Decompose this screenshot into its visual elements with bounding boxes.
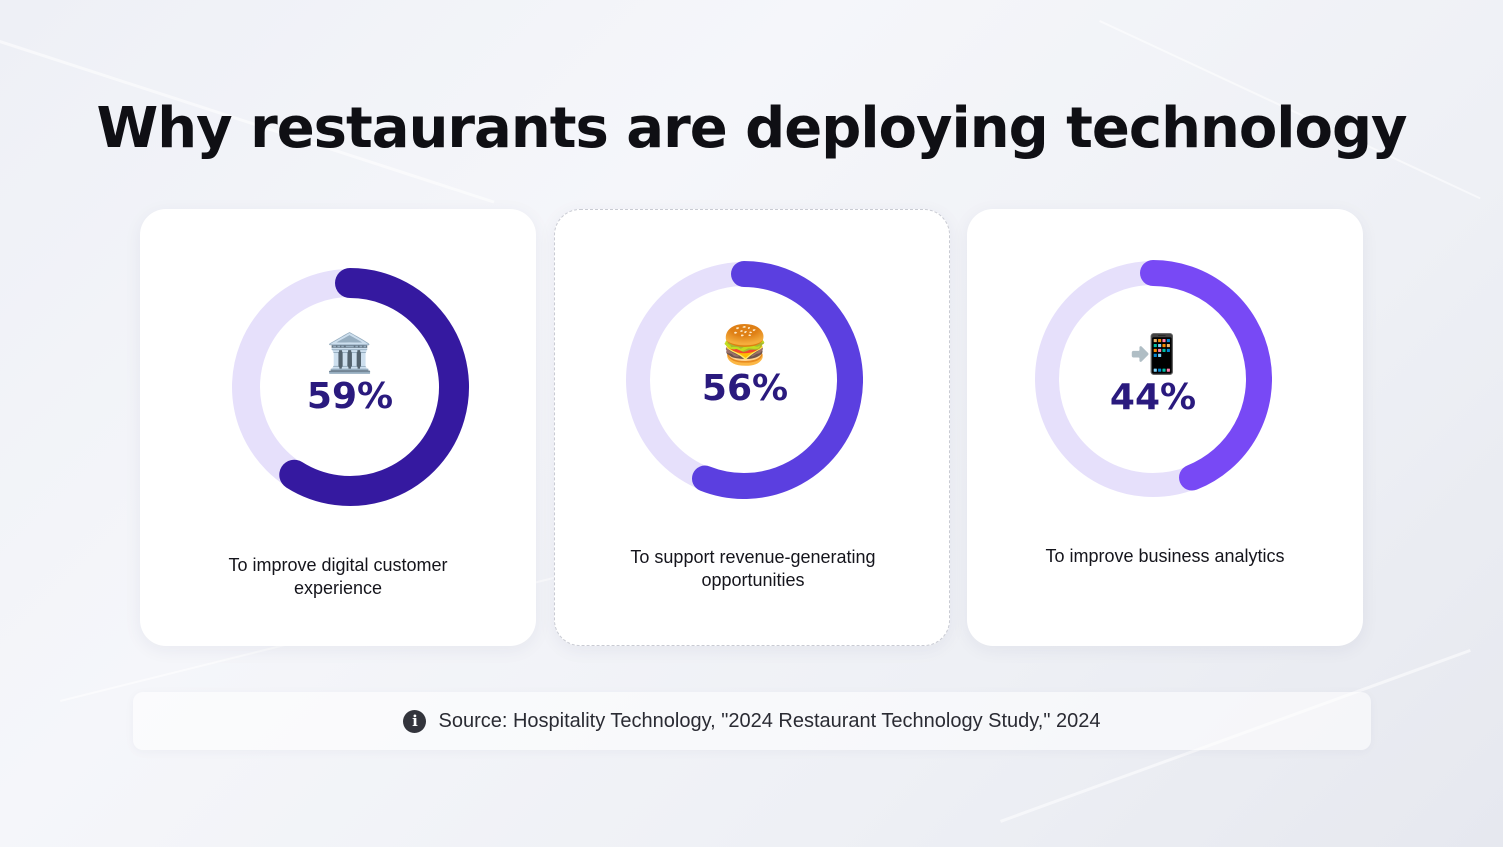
- percent-value: 59%: [306, 376, 394, 417]
- donut-center: 🍔 56%: [665, 324, 825, 410]
- bank-icon: 🏛️: [326, 333, 374, 375]
- info-icon: i: [403, 709, 427, 733]
- percent-value: 56%: [701, 368, 789, 409]
- page-title: Why restaurants are deploying technology: [96, 96, 1407, 161]
- card-label-line: To improve digital customer: [228, 555, 448, 575]
- card-label-line: opportunities: [701, 570, 805, 590]
- stat-card-digital-experience: 🏛️ 59% To improve digital customer exper…: [140, 209, 536, 646]
- card-label: To improve digital customer experience: [140, 554, 536, 600]
- donut-arc: [691, 261, 863, 499]
- card-label-line: To support revenue-generating: [630, 547, 876, 567]
- donut-arc: [1140, 260, 1272, 491]
- donut-center: 📲 44%: [1073, 333, 1233, 419]
- donut-chart: [1034, 260, 1272, 498]
- donut-center: 🏛️ 59%: [270, 332, 430, 418]
- stat-card-business-analytics: 📲 44% To improve business analytics: [967, 209, 1363, 646]
- card-label-line: To improve business analytics: [1045, 546, 1285, 566]
- source-text: Source: Hospitality Technology, "2024 Re…: [438, 709, 1101, 732]
- percent-value: 44%: [1109, 377, 1197, 418]
- burger-icon: 🍔: [721, 325, 769, 367]
- mobile-phone-arrow-icon: 📲: [1129, 334, 1177, 376]
- source-note: i Source: Hospitality Technology, "2024 …: [133, 692, 1371, 750]
- card-label: To improve business analytics: [967, 545, 1363, 568]
- donut-arc: [279, 268, 469, 506]
- card-label: To support revenue-generating opportunit…: [555, 546, 951, 592]
- stat-card-revenue-opportunities: 🍔 56% To support revenue-generating oppo…: [554, 209, 950, 646]
- donut-chart: [228, 265, 472, 509]
- donut-chart: [625, 261, 863, 499]
- card-label-line: experience: [293, 578, 383, 598]
